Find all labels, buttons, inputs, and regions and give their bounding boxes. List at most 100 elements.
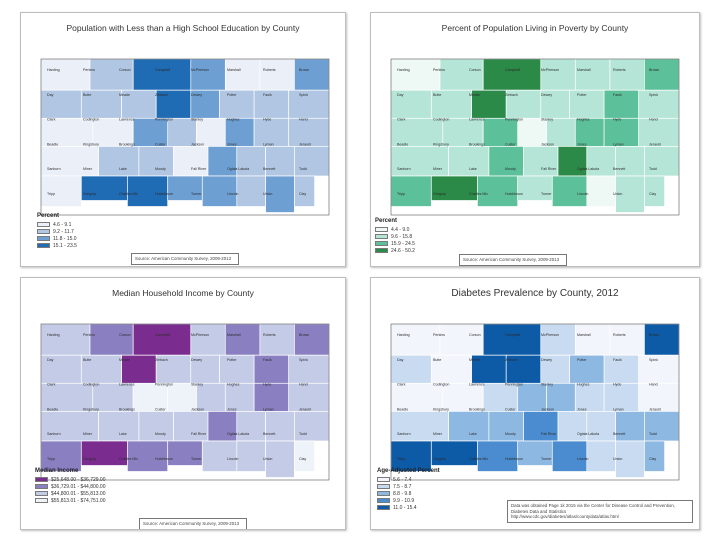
- county-region: [138, 146, 174, 177]
- county-label: Jones: [227, 407, 237, 411]
- county-label: Dewey: [191, 93, 202, 97]
- county-label: Butte: [83, 358, 91, 362]
- county-region: [540, 58, 576, 91]
- county-label: Clay: [299, 192, 306, 196]
- county-region: [644, 323, 680, 356]
- county-region: [265, 175, 295, 213]
- county-label: Meade: [119, 358, 130, 362]
- county-label: Moody: [505, 167, 516, 171]
- county-label: Potter: [577, 358, 587, 362]
- county-region: [80, 89, 122, 119]
- map-legend: Median Income $25,648.00 - $36,729.00 $3…: [35, 468, 106, 504]
- county-region: [201, 440, 238, 472]
- legend-label: 24.6 - 50.2: [391, 247, 415, 254]
- county-region: [259, 323, 295, 356]
- legend-label: 15.9 - 24.5: [391, 240, 415, 247]
- county-label: Stanley: [191, 118, 203, 122]
- county-label: Lincoln: [577, 192, 588, 196]
- county-region: [390, 58, 441, 91]
- county-region: [546, 382, 576, 412]
- county-label: Gregory: [83, 457, 96, 461]
- legend-swatch: [37, 229, 50, 234]
- county-region: [40, 440, 82, 472]
- county-region: [517, 382, 547, 412]
- county-label: Corson: [119, 333, 131, 337]
- county-label: Marshall: [577, 68, 591, 72]
- county-label: Codington: [83, 383, 99, 387]
- county-region: [638, 354, 680, 384]
- county-region: [121, 89, 157, 119]
- county-region: [471, 89, 507, 119]
- source-line: http://www.cdc.gov/diabetes/atlas/county…: [511, 514, 619, 519]
- county-label: Beadle: [397, 407, 408, 411]
- county-region: [224, 323, 261, 356]
- county-label: Lincoln: [577, 457, 588, 461]
- legend-swatch: [35, 484, 48, 489]
- county-label: Hughes: [227, 118, 240, 122]
- county-label: Oglala Lakota: [577, 432, 599, 436]
- county-label: Jones: [227, 142, 237, 146]
- county-label: Clay: [649, 457, 656, 461]
- source-note: Data was obtained Page 1k 2015 via the C…: [507, 500, 693, 523]
- legend-item: 11.8 - 15.0: [37, 235, 77, 242]
- county-region: [190, 58, 226, 91]
- county-region: [207, 411, 238, 442]
- county-region: [603, 89, 640, 119]
- county-label: Ziebach: [155, 93, 168, 97]
- county-label: Butte: [83, 93, 91, 97]
- county-label: Lake: [119, 167, 127, 171]
- county-region: [430, 89, 472, 119]
- county-label: Charles Mix: [469, 192, 488, 196]
- county-region: [551, 440, 588, 472]
- county-label: Brookings: [119, 142, 135, 146]
- legend-item: $25,648.00 - $36,729.00: [35, 476, 106, 483]
- county-region: [207, 146, 238, 177]
- source-line: Data was obtained Page 1k 2015 via the C…: [511, 503, 676, 508]
- legend-label: 4.6 - 9.1: [53, 221, 72, 228]
- county-map: Harding Perkins Corson Campbell McPherson Mar…: [390, 323, 680, 481]
- county-region: [294, 175, 315, 207]
- county-label: Union: [613, 192, 622, 196]
- county-region: [236, 411, 266, 442]
- legend-swatch: [375, 234, 388, 239]
- legend-item: 15.9 - 24.5: [375, 240, 415, 247]
- county-labels: Harding Perkins Corson Campbell McPherson Mar…: [47, 68, 311, 196]
- county-region: [236, 175, 266, 207]
- map-panel-poverty: Percent of Population Living in Poverty …: [370, 12, 700, 267]
- county-label: Hutchinson: [155, 457, 173, 461]
- county-region: [224, 58, 261, 91]
- county-label: Kingsbury: [433, 407, 449, 411]
- county-label: Sanborn: [47, 167, 61, 171]
- county-label: Beadle: [47, 407, 58, 411]
- county-region: [288, 117, 330, 147]
- county-label: Jerauld: [649, 142, 661, 146]
- county-region: [265, 440, 295, 478]
- county-label: Charles Mix: [119, 457, 138, 461]
- county-region: [557, 146, 588, 177]
- county-labels: Harding Perkins Corson Campbell McPherson Mar…: [397, 333, 661, 461]
- county-label: Brookings: [469, 142, 485, 146]
- county-region: [430, 175, 478, 201]
- county-label: Marshall: [227, 68, 241, 72]
- county-region: [201, 175, 238, 207]
- legend-title: Percent: [375, 218, 398, 224]
- county-region: [448, 146, 490, 177]
- county-region: [138, 411, 174, 442]
- county-label: Brown: [299, 333, 309, 337]
- legend-swatch: [377, 484, 390, 489]
- legend-swatch: [35, 477, 48, 482]
- county-region: [167, 117, 197, 147]
- county-label: Ziebach: [155, 358, 168, 362]
- county-label: Pennington: [155, 118, 173, 122]
- county-label: Brookings: [469, 407, 485, 411]
- county-label: Union: [613, 457, 622, 461]
- county-region: [132, 117, 169, 147]
- county-label: Todd: [649, 167, 657, 171]
- county-region: [288, 89, 330, 119]
- county-region: [638, 89, 680, 119]
- county-label: Jackson: [541, 407, 554, 411]
- legend-swatch: [37, 222, 50, 227]
- county-region: [219, 354, 255, 384]
- county-region: [574, 117, 605, 147]
- county-label: Butte: [433, 358, 441, 362]
